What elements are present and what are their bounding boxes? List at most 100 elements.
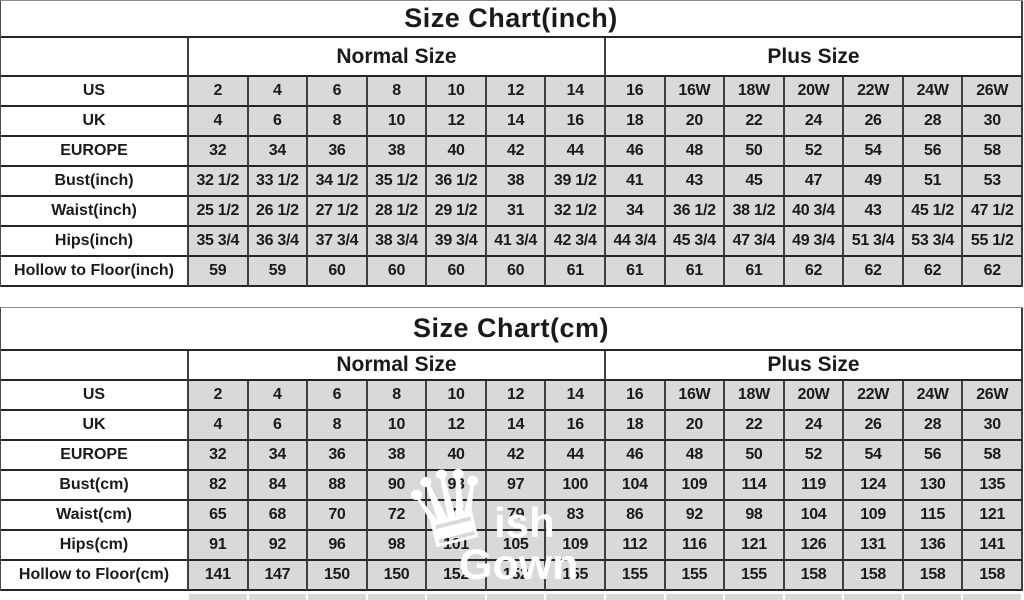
plus-size-header: Plus Size	[606, 38, 1023, 77]
size-value-cell: 62	[844, 257, 904, 287]
size-value-cell: 112	[606, 531, 666, 561]
size-value-cell: 49	[844, 167, 904, 197]
size-value-cell: 12	[486, 381, 547, 411]
size-value-cell: 45 1/2	[903, 197, 964, 227]
normal-size-header: Normal Size	[189, 351, 606, 381]
size-value-cell: 51	[903, 167, 964, 197]
size-value-cell: 104	[606, 471, 666, 501]
cropped-cell	[844, 594, 904, 600]
size-value-cell: 59	[248, 257, 309, 287]
cropped-cell	[1, 594, 189, 600]
size-value-cell: 25 1/2	[189, 197, 249, 227]
size-value-cell: 12	[427, 411, 487, 441]
size-value-cell: 136	[903, 531, 964, 561]
cropped-cell	[725, 594, 785, 600]
size-value-cell: 45 3/4	[665, 227, 726, 257]
size-value-cell: 35 3/4	[189, 227, 249, 257]
size-value-cell: 16	[546, 107, 606, 137]
size-value-cell: 158	[903, 561, 964, 591]
size-value-cell: 119	[784, 471, 845, 501]
size-value-cell: 130	[903, 471, 964, 501]
size-value-cell: 22W	[844, 77, 904, 107]
size-value-cell: 152	[427, 561, 487, 591]
size-value-cell: 31	[486, 197, 547, 227]
size-value-cell: 8	[367, 77, 428, 107]
size-value-cell: 55 1/2	[963, 227, 1023, 257]
size-value-cell: 40 3/4	[784, 197, 845, 227]
size-value-cell: 6	[248, 107, 309, 137]
size-value-cell: 60	[427, 257, 487, 287]
size-value-cell: 32	[189, 137, 249, 167]
cropped-cell	[546, 594, 606, 600]
size-value-cell: 36	[308, 137, 368, 167]
size-value-cell: 36	[308, 441, 368, 471]
size-value-cell: 22W	[844, 381, 904, 411]
size-value-cell: 150	[367, 561, 428, 591]
size-value-cell: 83	[546, 501, 606, 531]
size-value-cell: 54	[844, 137, 904, 167]
size-value-cell: 92	[665, 501, 726, 531]
size-value-cell: 91	[189, 531, 249, 561]
size-value-cell: 14	[486, 411, 547, 441]
size-value-cell: 32 1/2	[546, 197, 606, 227]
size-value-cell: 45	[725, 167, 785, 197]
size-value-cell: 50	[725, 137, 785, 167]
size-value-cell: 109	[844, 501, 904, 531]
size-value-cell: 158	[963, 561, 1023, 591]
size-value-cell: 6	[308, 77, 368, 107]
cropped-cell	[486, 594, 547, 600]
size-value-cell: 37 3/4	[308, 227, 368, 257]
size-value-cell: 88	[308, 471, 368, 501]
cropped-cell	[665, 594, 726, 600]
size-value-cell: 98	[367, 531, 428, 561]
size-value-cell: 12	[427, 107, 487, 137]
size-value-cell: 16W	[665, 77, 726, 107]
size-value-cell: 100	[546, 471, 606, 501]
size-value-cell: 60	[367, 257, 428, 287]
size-value-cell: 18W	[725, 381, 785, 411]
size-value-cell: 4	[189, 107, 249, 137]
size-value-cell: 39 1/2	[546, 167, 606, 197]
size-value-cell: 58	[963, 137, 1023, 167]
size-value-cell: 121	[963, 501, 1023, 531]
size-value-cell: 10	[427, 77, 487, 107]
size-value-cell: 49 3/4	[784, 227, 845, 257]
corner-cell	[1, 38, 189, 77]
size-value-cell: 8	[367, 381, 428, 411]
size-value-cell: 104	[784, 501, 845, 531]
size-value-cell: 30	[963, 411, 1023, 441]
size-value-cell: 48	[665, 137, 726, 167]
size-value-cell: 8	[308, 107, 368, 137]
cropped-next-row	[1, 594, 1023, 600]
size-value-cell: 135	[963, 471, 1023, 501]
size-value-cell: 42	[486, 137, 547, 167]
size-value-cell: 33 1/2	[248, 167, 309, 197]
table-title: Size Chart(cm)	[1, 308, 1023, 351]
size-value-cell: 24W	[903, 77, 964, 107]
size-value-cell: 34	[606, 197, 666, 227]
size-value-cell: 10	[367, 107, 428, 137]
size-value-cell: 90	[367, 471, 428, 501]
row-label: EUROPE	[1, 137, 189, 167]
size-value-cell: 84	[248, 471, 309, 501]
size-value-cell: 62	[784, 257, 845, 287]
size-value-cell: 43	[665, 167, 726, 197]
size-value-cell: 4	[248, 381, 309, 411]
size-value-cell: 126	[784, 531, 845, 561]
size-value-cell: 105	[486, 531, 547, 561]
size-value-cell: 82	[189, 471, 249, 501]
size-value-cell: 16	[606, 77, 666, 107]
size-value-cell: 50	[725, 441, 785, 471]
size-value-cell: 101	[427, 531, 487, 561]
size-value-cell: 10	[427, 381, 487, 411]
size-value-cell: 30	[963, 107, 1023, 137]
size-value-cell: 147	[248, 561, 309, 591]
size-value-cell: 20W	[784, 381, 845, 411]
plus-size-header: Plus Size	[606, 351, 1023, 381]
size-value-cell: 124	[844, 471, 904, 501]
size-value-cell: 92	[248, 531, 309, 561]
size-value-cell: 39 3/4	[427, 227, 487, 257]
size-value-cell: 61	[665, 257, 726, 287]
size-value-cell: 47	[784, 167, 845, 197]
size-value-cell: 150	[308, 561, 368, 591]
